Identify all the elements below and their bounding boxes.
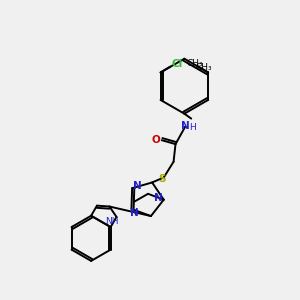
Text: N: N	[181, 122, 190, 131]
Text: NH: NH	[105, 217, 118, 226]
Text: H: H	[189, 123, 196, 132]
Text: N: N	[154, 193, 163, 203]
Text: N: N	[130, 208, 139, 218]
Text: CH₃: CH₃	[186, 59, 203, 68]
Text: CH₃: CH₃	[196, 63, 212, 72]
Text: O: O	[152, 135, 160, 145]
Text: Cl: Cl	[172, 58, 183, 69]
Text: N: N	[133, 181, 141, 191]
Text: S: S	[158, 174, 166, 184]
